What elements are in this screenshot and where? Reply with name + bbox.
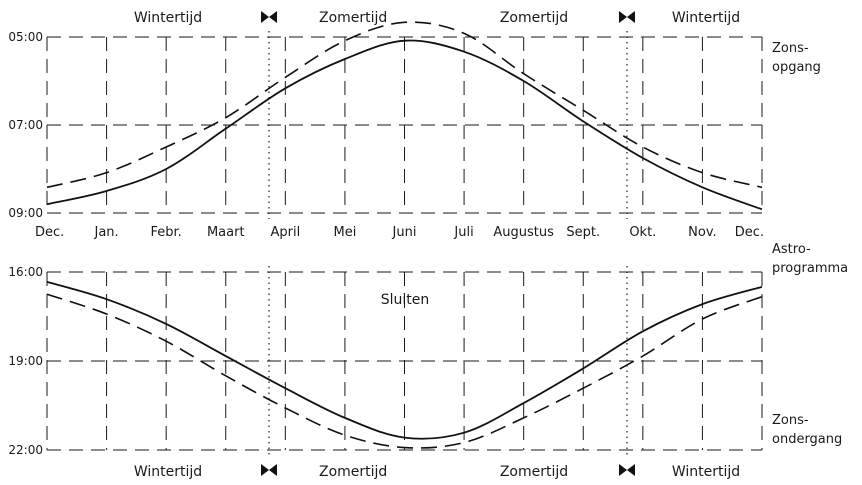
y-tick-0: 16:00 <box>8 265 43 279</box>
y-tick-2: 22:00 <box>8 443 43 457</box>
x-tick-6: Juni <box>392 225 417 240</box>
season-label-1: Zomertijd <box>319 10 387 26</box>
x-tick-8: Augustus <box>493 225 554 240</box>
y-tick-2: 09:00 <box>8 206 43 220</box>
x-tick-2: Febr. <box>151 225 182 240</box>
season-label-3: Wintertijd <box>672 464 740 480</box>
side-label-1: opgang <box>772 60 821 75</box>
side-label-0: Zons- <box>772 41 809 56</box>
season-label-0: Wintertijd <box>134 10 202 26</box>
x-tick-0: Dec. <box>35 225 64 240</box>
side-label-1: ondergang <box>772 432 842 447</box>
series-dashed-line <box>46 21 763 189</box>
dst-marker-icon-1 <box>619 464 635 476</box>
y-tick-0: 05:00 <box>8 30 43 44</box>
sunrise-panel: 05:00 07:00 09:00 Dec. Jan. Febr. Maart April Me… <box>8 10 821 240</box>
x-tick-9: Sept. <box>566 225 600 240</box>
season-label-2: Zomertijd <box>500 464 568 480</box>
x-tick-1: Jan. <box>93 225 118 240</box>
series-solid-line <box>46 39 763 211</box>
x-tick-11: Nov. <box>688 225 717 240</box>
panel-title: Sluiten <box>381 292 430 308</box>
season-label-0: Wintertijd <box>134 464 202 480</box>
series-solid-line <box>46 281 763 440</box>
dst-marker-icon-0 <box>261 11 277 23</box>
dst-marker-icon-1 <box>619 11 635 23</box>
season-label-2: Zomertijd <box>500 10 568 26</box>
dst-marker-icon-0 <box>261 464 277 476</box>
side-label-0: Zons- <box>772 413 809 428</box>
y-tick-1: 07:00 <box>8 118 43 132</box>
x-tick-12: Dec. <box>735 225 764 240</box>
x-tick-5: Mei <box>334 225 357 240</box>
middle-labels: Astro- programma <box>772 242 848 276</box>
astro-label-line1: Astro- <box>772 242 811 257</box>
x-tick-4: April <box>270 225 300 240</box>
season-label-3: Wintertijd <box>672 10 740 26</box>
astro-label-line2: programma <box>772 261 848 276</box>
x-tick-10: Okt. <box>629 225 656 240</box>
series-dashed-line <box>46 293 763 449</box>
season-label-1: Zomertijd <box>319 464 387 480</box>
x-tick-3: Maart <box>207 225 245 240</box>
x-tick-7: Juli <box>453 225 473 240</box>
y-tick-1: 19:00 <box>8 354 43 368</box>
sunset-panel: 16:00 19:00 22:00 Wintertijd Zomertijd Zomert… <box>8 265 842 480</box>
